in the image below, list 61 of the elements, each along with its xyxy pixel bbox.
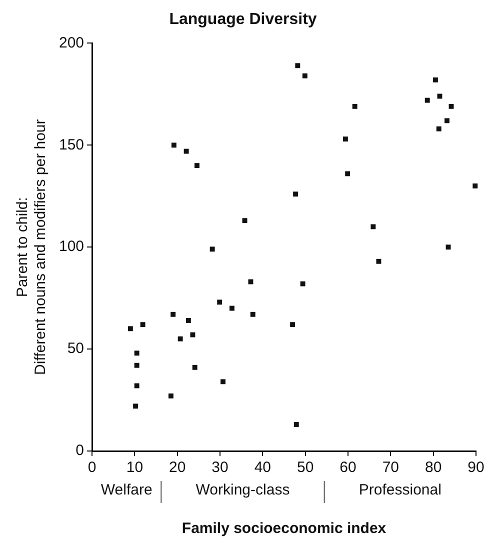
point [220,379,226,384]
point [370,224,376,230]
x-tick-label: 40 [254,459,272,476]
point [294,422,299,427]
point [446,244,451,250]
y-tick-label: 200 [58,34,84,52]
x-tick-label: 20 [169,459,186,476]
y-tick-label: 0 [76,442,84,460]
point [128,326,133,332]
point [302,73,308,78]
x-tick-label: 50 [297,459,314,476]
point [295,63,300,68]
point [140,322,146,328]
y-tick-label: 50 [67,340,84,358]
point [192,364,198,370]
point [432,77,438,82]
x-axis-title: Family socioeconomic index [182,520,387,538]
x-tick-label: 0 [88,459,96,476]
x-tick-label: 10 [126,459,144,476]
point [134,350,140,356]
point [194,163,200,168]
point [134,383,140,388]
point [168,393,174,398]
x-tick-label: 90 [468,459,484,476]
point [290,322,296,328]
point [424,98,430,103]
x-tick-label: 70 [382,459,400,476]
point [300,281,306,286]
point [342,136,348,142]
point [134,362,140,368]
point [229,306,234,311]
point [376,258,382,264]
point [178,336,183,342]
y-tick-label: 150 [58,136,84,154]
point [217,300,222,305]
point [437,94,442,99]
point [170,312,176,317]
y-axis-title: Parent to child: Different nouns and modifiers per hour [14,119,50,375]
point [242,218,248,224]
point [210,246,215,252]
text: Welfare [100,482,152,499]
point [250,312,256,317]
point [472,183,478,188]
point [171,142,176,148]
point [444,118,450,124]
point [436,126,442,132]
x-tick-label: 30 [212,459,228,476]
point [190,332,196,338]
point [293,192,298,197]
point [133,404,138,409]
text: Working-class [196,482,290,499]
chart-title: Language Diversity [169,11,317,28]
x-tick-label: 60 [340,459,356,476]
point [345,171,350,176]
x-tick-label: 80 [424,459,442,476]
y-tick-label: 100 [58,238,84,256]
point [352,104,358,109]
point [186,318,191,323]
text: Professional [358,482,442,499]
point [448,104,454,109]
point [184,148,189,154]
